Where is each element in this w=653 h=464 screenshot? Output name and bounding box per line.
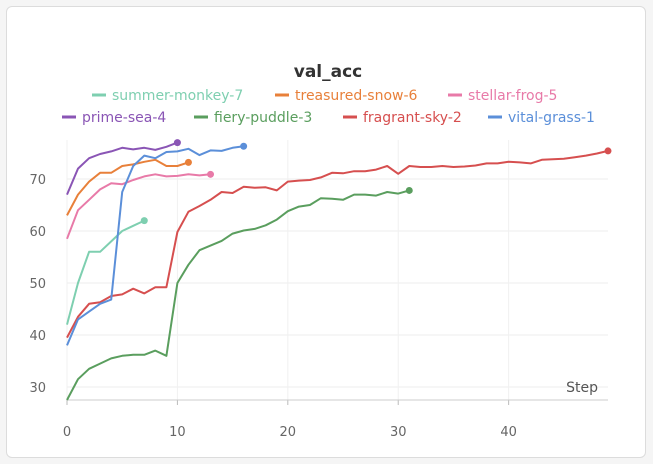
series-line-treasured-snow-6 <box>66 158 189 216</box>
series-end-marker-vital-grass-1 <box>240 142 248 150</box>
legend: summer-monkey-7 treasured-snow-6 stellar-f… <box>62 88 595 126</box>
legend-item-prime-sea-4[interactable]: prime-sea-4 <box>62 110 166 126</box>
series-line-fragrant-sky-2 <box>66 149 609 339</box>
series-line-fiery-puddle-3 <box>66 189 410 401</box>
legend-item-treasured-snow-6[interactable]: treasured-snow-6 <box>275 88 418 104</box>
legend-label: summer-monkey-7 <box>112 88 243 104</box>
legend-item-vital-grass-1[interactable]: vital-grass-1 <box>488 110 595 126</box>
x-tick-label: 30 <box>390 425 407 440</box>
x-tick-label: 40 <box>500 425 517 440</box>
legend-label: treasured-snow-6 <box>295 88 418 104</box>
grid <box>66 140 608 400</box>
x-tick-label: 0 <box>63 425 71 440</box>
legend-label: fiery-puddle-3 <box>214 110 312 126</box>
x-tick-label: 20 <box>280 425 297 440</box>
y-axis-ticks: 30 40 50 60 70 <box>29 173 46 396</box>
y-tick-label: 60 <box>29 225 46 240</box>
series-end-marker-prime-sea-4 <box>173 139 181 147</box>
chart-panel <box>6 6 646 458</box>
x-tick-label: 10 <box>169 425 186 440</box>
chart-title: val_acc <box>294 62 363 82</box>
series-end-marker-fragrant-sky-2 <box>604 147 612 155</box>
series-line-vital-grass-1 <box>66 145 244 346</box>
series-end-marker-stellar-frog-5 <box>207 170 215 178</box>
legend-label: vital-grass-1 <box>508 110 595 126</box>
series-end-marker-summer-monkey-7 <box>140 217 148 225</box>
legend-item-fragrant-sky-2[interactable]: fragrant-sky-2 <box>343 110 462 126</box>
y-tick-label: 50 <box>29 277 46 292</box>
y-tick-label: 30 <box>29 381 46 396</box>
legend-item-fiery-puddle-3[interactable]: fiery-puddle-3 <box>194 110 312 126</box>
legend-item-stellar-frog-5[interactable]: stellar-frog-5 <box>448 88 557 104</box>
series-line-summer-monkey-7 <box>66 219 145 325</box>
legend-label: prime-sea-4 <box>82 110 166 126</box>
series-end-marker-fiery-puddle-3 <box>405 186 413 194</box>
x-axis-label: Step <box>566 380 598 396</box>
y-tick-label: 70 <box>29 173 46 188</box>
series-line-stellar-frog-5 <box>66 173 211 240</box>
series-lines <box>66 139 612 401</box>
legend-label: fragrant-sky-2 <box>363 110 462 126</box>
legend-label: stellar-frog-5 <box>468 88 557 104</box>
legend-item-summer-monkey-7[interactable]: summer-monkey-7 <box>92 88 243 104</box>
x-axis-ticks: 0 10 20 30 40 <box>63 399 608 440</box>
series-end-marker-treasured-snow-6 <box>184 158 192 166</box>
series-line-prime-sea-4 <box>66 141 178 195</box>
y-tick-label: 40 <box>29 329 46 344</box>
